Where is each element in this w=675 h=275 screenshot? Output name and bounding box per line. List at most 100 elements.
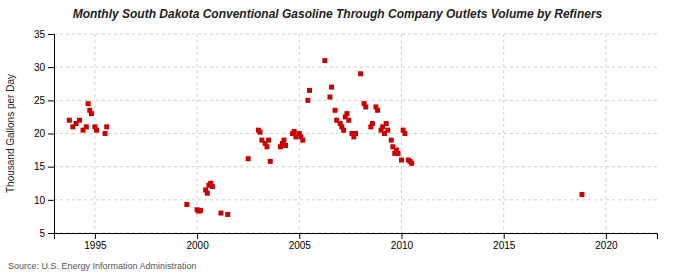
point xyxy=(281,138,286,143)
point xyxy=(333,108,338,113)
point xyxy=(329,85,334,90)
point xyxy=(94,128,99,133)
grid-line xyxy=(54,34,657,35)
point xyxy=(67,118,72,123)
point xyxy=(385,128,390,133)
tick-label: 30 xyxy=(34,62,46,73)
tick-label: 35 xyxy=(34,29,46,40)
tick-label: 5 xyxy=(39,228,45,239)
tick-mark xyxy=(401,233,402,239)
tick: 2000 xyxy=(186,233,209,251)
point xyxy=(346,118,351,123)
plot: 1995 2000 2005 2010 2015 2020 5 10 15 20 25 30 35 xyxy=(34,29,658,251)
point xyxy=(104,124,109,129)
tick-mark xyxy=(48,134,54,135)
tick: 5 xyxy=(39,228,54,239)
point xyxy=(396,151,401,156)
point xyxy=(205,191,210,196)
tick-label: 20 xyxy=(34,128,46,139)
tick-label: 2015 xyxy=(493,240,516,251)
point xyxy=(266,138,271,143)
tick-mark xyxy=(299,233,300,239)
point xyxy=(86,101,91,106)
point xyxy=(358,71,363,76)
tick: 15 xyxy=(34,161,54,172)
tick-mark xyxy=(606,233,607,239)
y-axis: 5 10 15 20 25 30 35 xyxy=(34,29,55,239)
point xyxy=(370,121,375,126)
y-axis-title: Thousand Gallons per Day xyxy=(5,74,16,193)
point xyxy=(210,184,215,189)
point xyxy=(353,131,358,136)
point xyxy=(402,131,407,136)
tick: 30 xyxy=(34,62,54,73)
point xyxy=(389,138,394,143)
tick: 2010 xyxy=(391,233,414,251)
tick-mark xyxy=(48,233,54,234)
point xyxy=(363,104,368,109)
grid-line xyxy=(605,34,606,233)
title: Monthly South Dakota Conventional Gasoli… xyxy=(73,7,603,21)
grid-line xyxy=(54,100,657,101)
tick: 2005 xyxy=(289,233,312,251)
tick: 20 xyxy=(34,128,54,139)
point xyxy=(258,130,263,135)
point xyxy=(283,143,288,148)
tick-label: 2020 xyxy=(595,240,618,251)
tick-mark xyxy=(95,233,96,239)
point xyxy=(305,98,310,103)
point xyxy=(219,211,224,216)
grid xyxy=(54,34,657,233)
point xyxy=(300,138,305,143)
point xyxy=(103,131,108,136)
grid-line xyxy=(54,67,657,68)
point xyxy=(198,208,203,213)
tick-label: 2010 xyxy=(391,240,414,251)
point xyxy=(77,118,82,123)
grid-line xyxy=(503,34,504,233)
point xyxy=(409,161,414,166)
tick-mark xyxy=(504,233,505,239)
axis-line xyxy=(48,35,55,234)
point xyxy=(399,158,404,163)
grid-line xyxy=(401,34,402,233)
point xyxy=(375,108,380,113)
grid-line xyxy=(54,199,657,200)
tick-mark xyxy=(48,100,54,101)
tick: 35 xyxy=(34,29,54,40)
chart: Monthly South Dakota Conventional Gasoli… xyxy=(0,0,675,275)
point xyxy=(579,192,584,197)
point xyxy=(246,156,251,161)
point xyxy=(84,124,89,129)
grid-line xyxy=(54,166,657,167)
tick-label: 2000 xyxy=(186,240,209,251)
point xyxy=(264,144,269,149)
tick-label: 2005 xyxy=(289,240,312,251)
tick-mark xyxy=(197,233,198,239)
tick-mark xyxy=(48,167,54,168)
tick-label: 10 xyxy=(34,195,46,206)
tick-mark xyxy=(48,67,54,68)
grid-line xyxy=(197,34,198,233)
tick-label: 15 xyxy=(34,161,46,172)
tick-label: 25 xyxy=(34,95,46,106)
tick: 25 xyxy=(34,95,54,106)
tick: 2020 xyxy=(595,233,618,251)
axis-line xyxy=(55,234,658,240)
source: Source: U.S. Energy Information Administ… xyxy=(8,261,197,271)
point xyxy=(292,129,297,134)
point xyxy=(268,159,273,164)
x-axis: 1995 2000 2005 2010 2015 2020 xyxy=(55,233,658,251)
tick-mark xyxy=(48,200,54,201)
point xyxy=(322,58,327,63)
point xyxy=(184,202,189,207)
point xyxy=(225,212,230,217)
tick-label: 1995 xyxy=(84,240,107,251)
point xyxy=(327,95,332,100)
point xyxy=(89,111,94,116)
grid-line xyxy=(94,34,95,233)
tick-mark xyxy=(48,34,54,35)
point xyxy=(307,88,312,93)
tick: 10 xyxy=(34,195,54,206)
tick: 1995 xyxy=(84,233,107,251)
